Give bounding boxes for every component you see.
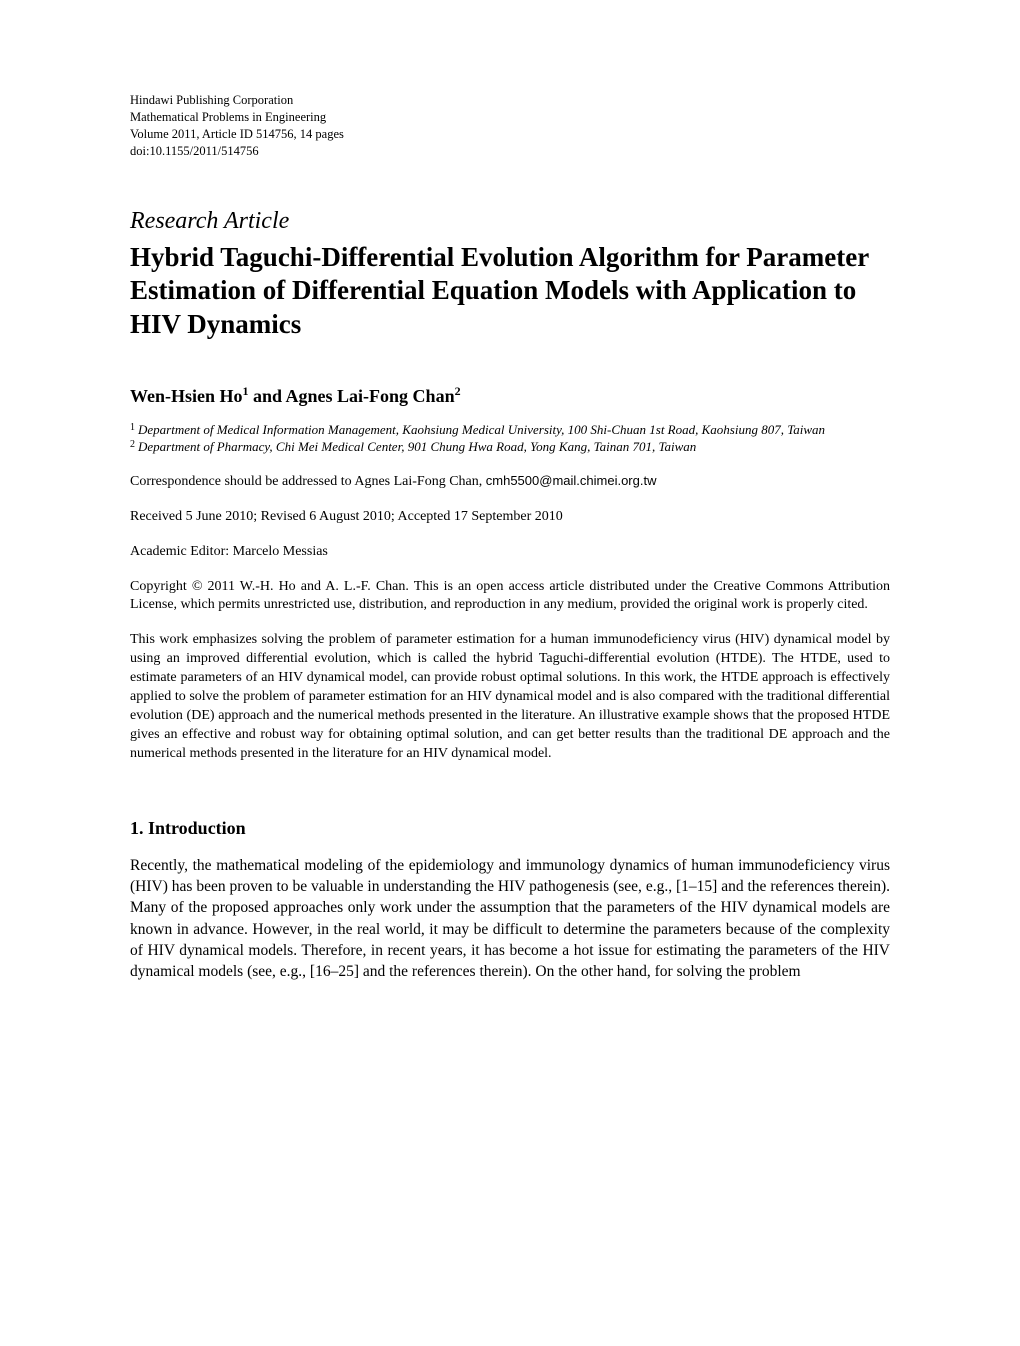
affiliation: 2Department of Pharmacy, Chi Mei Medical…: [130, 438, 890, 456]
publication-info: Hindawi Publishing Corporation Mathemati…: [130, 92, 890, 160]
copyright-notice: Copyright © 2011 W.-H. Ho and A. L.-F. C…: [130, 578, 890, 616]
affiliation-number: 1: [130, 421, 135, 439]
abstract: This work emphasizes solving the problem…: [130, 631, 890, 763]
affiliation-text: Department of Pharmacy, Chi Mei Medical …: [138, 438, 696, 456]
volume-info: Volume 2011, Article ID 514756, 14 pages: [130, 126, 890, 143]
doi: doi:10.1155/2011/514756: [130, 143, 890, 160]
authors: Wen-Hsien Ho1 and Agnes Lai-Fong Chan2: [130, 384, 890, 407]
correspondence: Correspondence should be addressed to Ag…: [130, 472, 890, 492]
section-1-heading: 1. Introduction: [130, 818, 890, 839]
journal-name: Mathematical Problems in Engineering: [130, 109, 890, 126]
academic-editor: Academic Editor: Marcelo Messias: [130, 543, 890, 562]
correspondence-email: cmh5500@mail.chimei.org.tw: [486, 473, 657, 488]
received-dates: Received 5 June 2010; Revised 6 August 2…: [130, 508, 890, 527]
affiliations-block: 1Department of Medical Information Manag…: [130, 421, 890, 456]
affiliation-text: Department of Medical Information Manage…: [138, 421, 825, 439]
paper-title: Hybrid Taguchi-Differential Evolution Al…: [130, 241, 890, 342]
publisher: Hindawi Publishing Corporation: [130, 92, 890, 109]
correspondence-text: Correspondence should be addressed to Ag…: [130, 474, 486, 489]
affiliation-number: 2: [130, 438, 135, 456]
affiliation: 1Department of Medical Information Manag…: [130, 421, 890, 439]
article-type: Research Article: [130, 208, 890, 235]
section-1-body: Recently, the mathematical modeling of t…: [130, 855, 890, 983]
